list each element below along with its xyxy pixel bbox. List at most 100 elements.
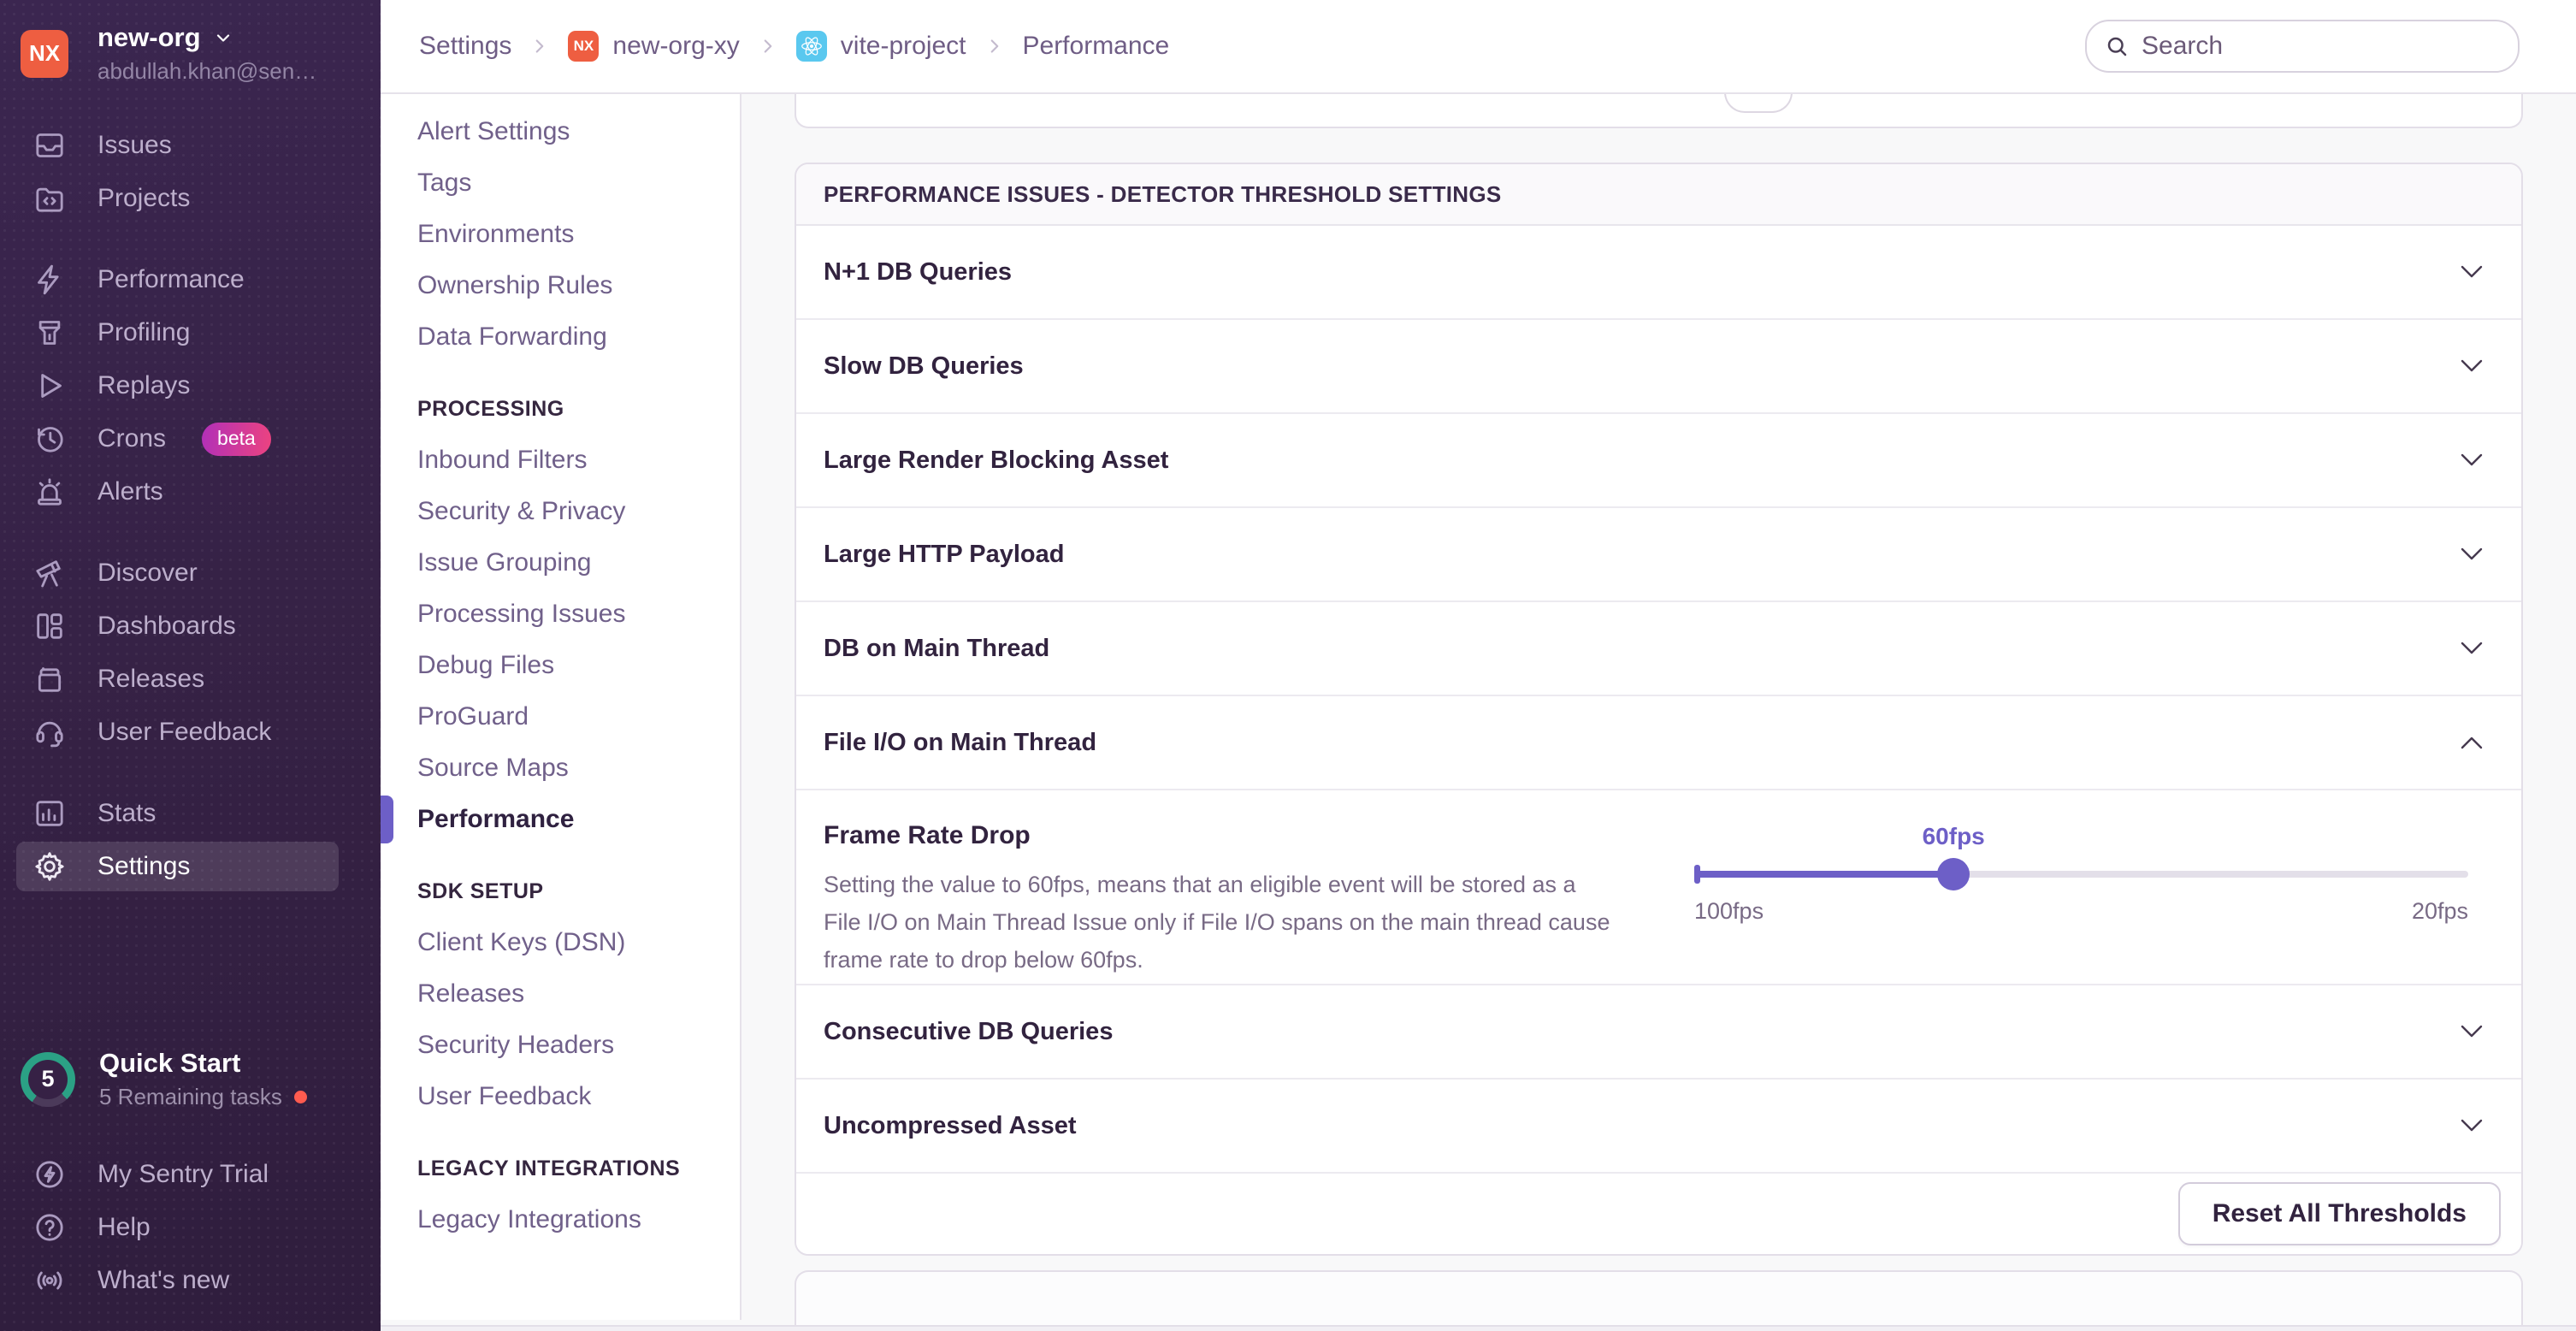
org-switcher[interactable]: NX new-org abdullah.khan@sen… <box>0 0 381 85</box>
org-badge: NX <box>568 31 600 62</box>
threshold-row-db-on-main-thread[interactable]: DB on Main Thread <box>796 602 2521 696</box>
chevron-down-icon <box>216 34 229 42</box>
sidebar-item-label: Performance <box>97 265 245 293</box>
search-box[interactable] <box>2085 20 2520 73</box>
slider-value-label: 60fps <box>1922 823 1985 849</box>
breadcrumb-org[interactable]: NX new-org-xy <box>568 31 740 62</box>
sidebar-item-settings[interactable]: Settings <box>0 840 381 893</box>
quick-start-count: 5 <box>28 1059 68 1099</box>
collapse-toggle[interactable] <box>1724 94 1793 113</box>
sidebar-item-label: Crons <box>97 424 167 453</box>
subnav-item-environments[interactable]: Environments <box>417 220 575 248</box>
settings-secondary-nav: Alert Settings Tags Environments Ownersh… <box>381 0 741 1320</box>
subnav-item-proguard[interactable]: ProGuard <box>417 702 529 731</box>
performance-icon <box>31 261 68 299</box>
broadcast-icon <box>31 1262 68 1299</box>
detector-threshold-panel: PERFORMANCE ISSUES - DETECTOR THRESHOLD … <box>795 163 2523 1256</box>
search-icon <box>2107 37 2127 56</box>
threshold-row-file-io-on-main-thread[interactable]: File I/O on Main Thread <box>796 696 2521 790</box>
subnav-item-debug-files[interactable]: Debug Files <box>417 651 555 679</box>
breadcrumb-settings[interactable]: Settings <box>419 32 512 60</box>
sidebar-item-whats-new[interactable]: What's new <box>0 1254 381 1307</box>
subnav-item-releases[interactable]: Releases <box>417 979 525 1008</box>
primary-nav: Issues Projects Performance Profiling Re… <box>0 119 381 893</box>
subnav-item-legacy-integrations[interactable]: Legacy Integrations <box>417 1205 641 1233</box>
help-icon <box>31 1209 68 1246</box>
trial-lightning-icon <box>31 1156 68 1193</box>
slider-track[interactable] <box>1694 871 2468 878</box>
reset-all-thresholds-button[interactable]: Reset All Thresholds <box>2177 1182 2501 1245</box>
bottom-edge-divider <box>381 1325 2576 1331</box>
subnav-item-alert-settings[interactable]: Alert Settings <box>417 117 570 145</box>
subnav-item-performance[interactable]: Performance <box>381 794 740 845</box>
sidebar-item-label: Help <box>97 1213 151 1241</box>
subnav-item-client-keys[interactable]: Client Keys (DSN) <box>417 928 626 956</box>
subnav-section-sdk-setup: SDK SETUP <box>417 878 544 903</box>
slider-max-label: 20fps <box>2411 898 2468 924</box>
subnav-item-tags[interactable]: Tags <box>417 169 472 197</box>
subnav-item-processing-issues[interactable]: Processing Issues <box>417 600 626 628</box>
sidebar-item-dashboards[interactable]: Dashboards <box>0 600 381 653</box>
top-bar: Settings NX new-org-xy vite-project Perf… <box>381 0 2576 94</box>
alerts-icon <box>31 473 68 511</box>
sidebar-item-label: Projects <box>97 184 191 212</box>
sidebar-item-user-feedback[interactable]: User Feedback <box>0 706 381 759</box>
sidebar-item-performance[interactable]: Performance <box>0 253 381 306</box>
threshold-row-uncompressed-asset[interactable]: Uncompressed Asset <box>796 1080 2521 1174</box>
sidebar-item-releases[interactable]: Releases <box>0 653 381 706</box>
subnav-item-user-feedback[interactable]: User Feedback <box>417 1082 592 1110</box>
search-input[interactable] <box>2142 32 2501 61</box>
subnav-item-issue-grouping[interactable]: Issue Grouping <box>417 548 592 577</box>
quick-start[interactable]: 5 Quick Start 5 Remaining tasks <box>21 1048 307 1110</box>
sidebar-item-label: Dashboards <box>97 612 236 640</box>
subnav-item-security-headers[interactable]: Security Headers <box>417 1031 615 1059</box>
sidebar-item-issues[interactable]: Issues <box>0 119 381 172</box>
org-avatar[interactable]: NX <box>21 29 68 78</box>
frame-rate-drop-setting: Frame Rate Drop Setting the value to 60f… <box>796 790 2521 985</box>
org-name[interactable]: new-org <box>97 22 201 52</box>
sidebar-item-label: Replays <box>97 371 191 399</box>
chevron-right-icon <box>529 35 551 57</box>
setting-description: Setting the value to 60fps, means that a… <box>824 872 1610 973</box>
sidebar-item-label: Discover <box>97 559 198 587</box>
subnav-item-security-privacy[interactable]: Security & Privacy <box>417 497 626 525</box>
gear-icon <box>31 848 68 885</box>
quick-start-progress-ring: 5 <box>21 1051 75 1107</box>
sidebar-item-stats[interactable]: Stats <box>0 787 381 840</box>
sidebar-item-replays[interactable]: Replays <box>0 359 381 412</box>
threshold-row-slow-db-queries[interactable]: Slow DB Queries <box>796 320 2521 414</box>
chevron-right-icon <box>984 35 1006 57</box>
slider-fill <box>1694 871 1954 878</box>
crons-icon <box>31 420 68 458</box>
primary-sidebar: NX new-org abdullah.khan@sen… Issues Pro… <box>0 0 381 1331</box>
discover-icon <box>31 554 68 592</box>
subnav-item-inbound-filters[interactable]: Inbound Filters <box>417 446 588 474</box>
threshold-row-n-plus-one-db-queries[interactable]: N+1 DB Queries <box>796 226 2521 320</box>
chevron-down-icon <box>2460 641 2484 656</box>
threshold-row-large-http-payload[interactable]: Large HTTP Payload <box>796 508 2521 602</box>
chevron-up-icon <box>2460 735 2484 750</box>
dashboards-icon <box>31 607 68 645</box>
sidebar-item-projects[interactable]: Projects <box>0 172 381 225</box>
sidebar-item-discover[interactable]: Discover <box>0 547 381 600</box>
chevron-down-icon <box>2460 453 2484 468</box>
sidebar-item-profiling[interactable]: Profiling <box>0 306 381 359</box>
org-email: abdullah.khan@sen… <box>97 58 317 84</box>
releases-icon <box>31 660 68 698</box>
sidebar-item-alerts[interactable]: Alerts <box>0 465 381 518</box>
slider-handle[interactable] <box>1937 858 1970 890</box>
breadcrumb-page: Performance <box>1022 32 1170 60</box>
chevron-right-icon <box>757 35 779 57</box>
sidebar-item-my-sentry-trial[interactable]: My Sentry Trial <box>0 1148 381 1201</box>
subnav-item-source-maps[interactable]: Source Maps <box>417 754 569 782</box>
next-panel-partial <box>795 1270 2523 1331</box>
notification-dot <box>293 1091 307 1103</box>
sidebar-item-help[interactable]: Help <box>0 1201 381 1254</box>
breadcrumb-project[interactable]: vite-project <box>795 31 966 62</box>
subnav-item-data-forwarding[interactable]: Data Forwarding <box>417 322 607 351</box>
sidebar-item-crons[interactable]: Crons beta <box>0 412 381 465</box>
chevron-down-icon <box>2460 1118 2484 1133</box>
threshold-row-large-render-blocking-asset[interactable]: Large Render Blocking Asset <box>796 414 2521 508</box>
subnav-item-ownership-rules[interactable]: Ownership Rules <box>417 271 613 299</box>
threshold-row-consecutive-db-queries[interactable]: Consecutive DB Queries <box>796 985 2521 1080</box>
